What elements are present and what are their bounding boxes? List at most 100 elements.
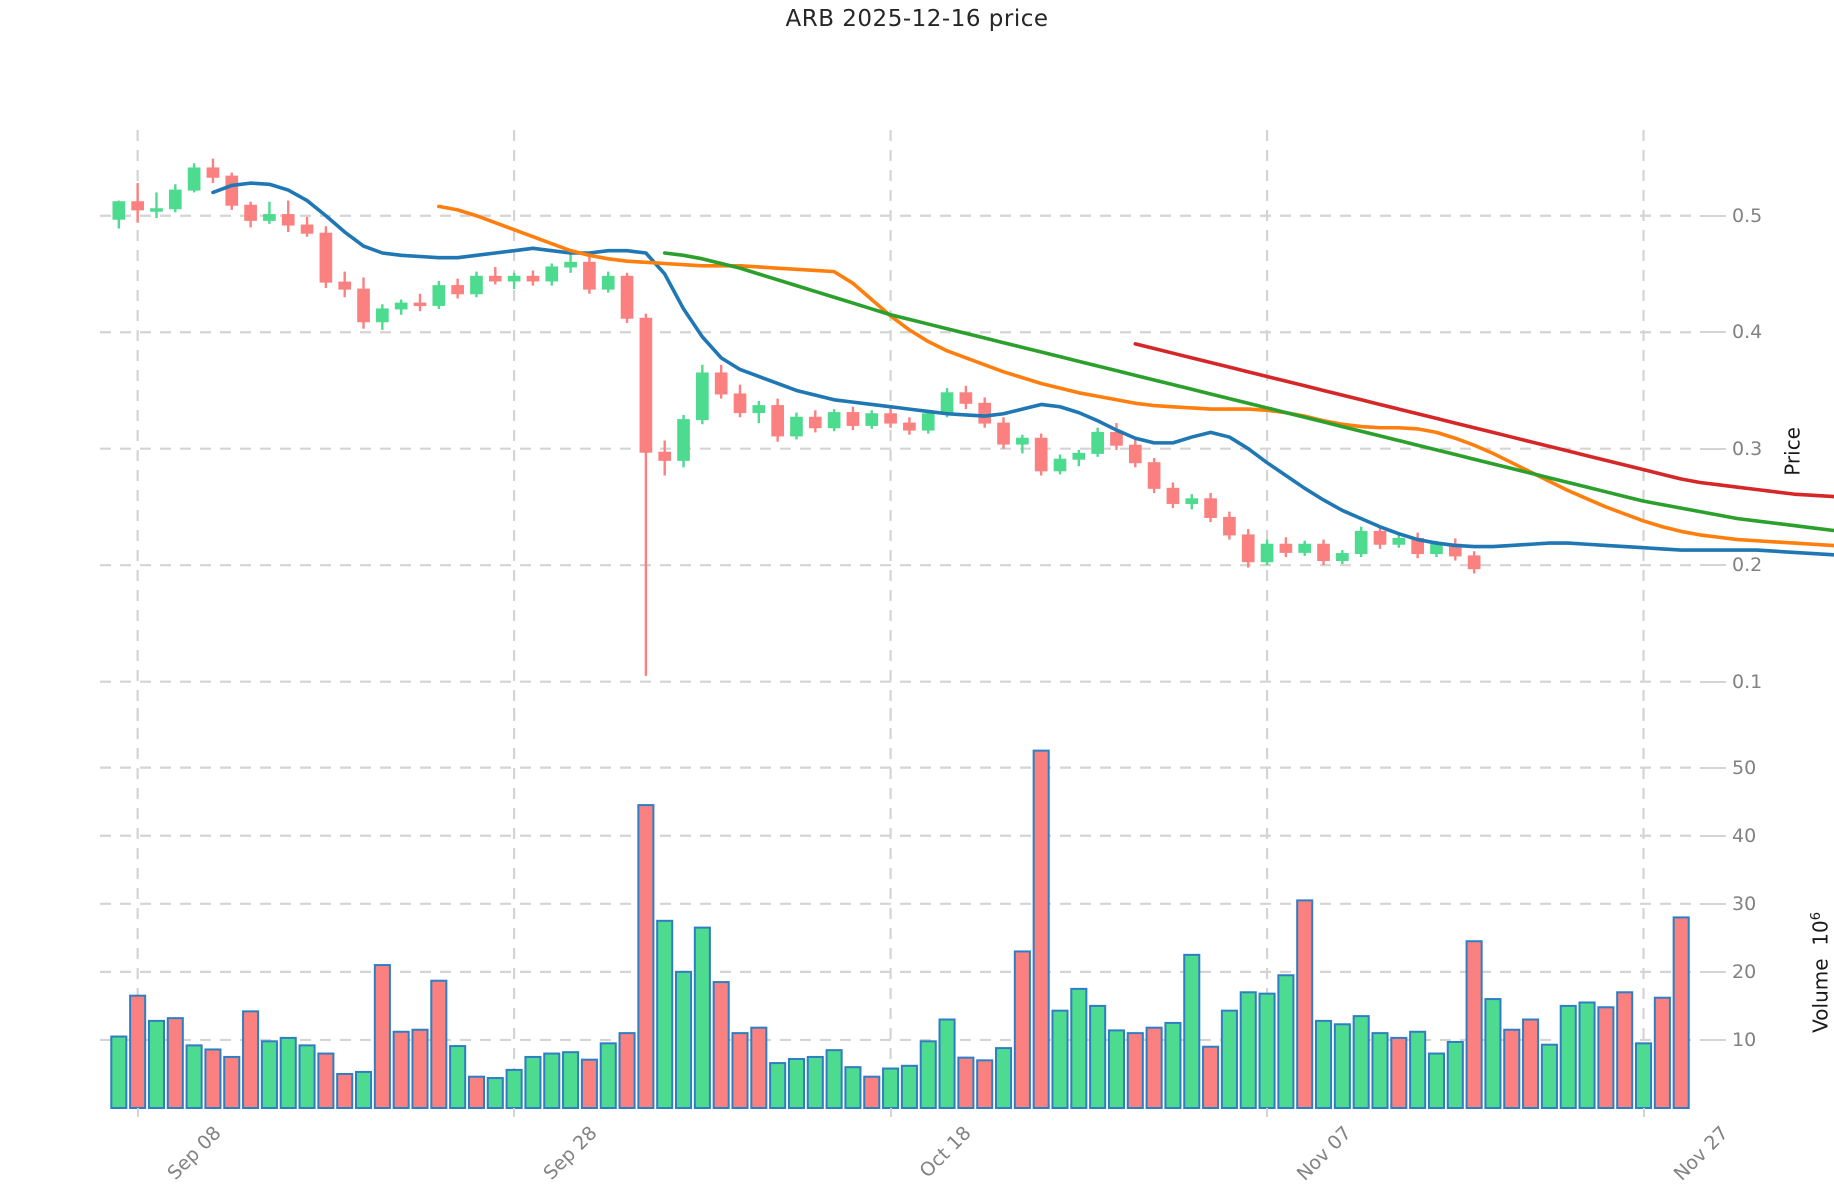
volume-bar bbox=[599, 1042, 617, 1110]
volume-bar bbox=[656, 919, 674, 1109]
candle-body bbox=[263, 214, 276, 221]
candle-body bbox=[771, 405, 784, 437]
volume-bar bbox=[204, 1048, 222, 1110]
candle-body bbox=[1392, 537, 1406, 545]
volume-bar bbox=[580, 1058, 598, 1109]
candle-body bbox=[488, 275, 502, 282]
volume-bar bbox=[524, 1055, 542, 1109]
volume-bar bbox=[637, 804, 655, 1110]
candle-body bbox=[376, 308, 389, 323]
price-tick-mark bbox=[1700, 447, 1726, 450]
volume-bar bbox=[1672, 916, 1690, 1109]
volume-bar bbox=[1277, 974, 1295, 1109]
volume-bar bbox=[1315, 1019, 1333, 1109]
volume-bar bbox=[1220, 1009, 1238, 1109]
volume-series bbox=[110, 749, 1690, 1110]
candle-body bbox=[790, 416, 803, 437]
candle-body bbox=[319, 232, 333, 283]
candle-body bbox=[677, 419, 690, 461]
volume-bar bbox=[1333, 1023, 1351, 1109]
volume-bar bbox=[392, 1030, 410, 1110]
candle-body bbox=[696, 372, 709, 421]
candle-body bbox=[394, 302, 408, 310]
candle-body bbox=[1072, 452, 1086, 460]
candle-body bbox=[978, 402, 992, 424]
volume-bar bbox=[1089, 1004, 1107, 1110]
volume-bar bbox=[1202, 1045, 1220, 1110]
volume-bar bbox=[449, 1045, 467, 1110]
volume-bar bbox=[1465, 940, 1483, 1109]
volume-bar bbox=[1540, 1043, 1558, 1109]
volume-axis-label: Volume 106 bbox=[1808, 912, 1832, 1033]
candle-body bbox=[225, 175, 239, 206]
volume-bar bbox=[1258, 992, 1276, 1110]
candle-body bbox=[997, 422, 1010, 445]
volume-tick-label: 20 bbox=[1732, 960, 1757, 983]
candle-body bbox=[733, 393, 747, 414]
volume-bar bbox=[1390, 1036, 1408, 1110]
price-tick-label: 0.2 bbox=[1732, 554, 1763, 577]
volume-bar bbox=[486, 1077, 504, 1110]
candle-body bbox=[601, 275, 615, 290]
candle-body bbox=[1354, 530, 1368, 555]
volume-bar bbox=[844, 1066, 862, 1110]
volume-bar bbox=[562, 1051, 580, 1110]
volume-tick-mark bbox=[1700, 902, 1726, 905]
candle-body bbox=[583, 261, 596, 290]
candle-body bbox=[1204, 498, 1217, 518]
volume-bar bbox=[938, 1018, 956, 1109]
volume-bar bbox=[1051, 1009, 1069, 1109]
volume-bar bbox=[1352, 1015, 1370, 1109]
candle-body bbox=[432, 285, 446, 306]
chart-title: ARB 2025-12-16 price bbox=[785, 6, 1049, 32]
candle-body bbox=[1016, 437, 1029, 445]
volume-bar bbox=[1013, 950, 1031, 1109]
volume-bar bbox=[1484, 998, 1502, 1109]
candle-body bbox=[1185, 498, 1199, 504]
candle-body bbox=[357, 288, 370, 323]
candle-body bbox=[1373, 530, 1387, 545]
candle-body bbox=[451, 285, 464, 295]
volume-bar bbox=[863, 1075, 881, 1109]
price-tick-mark bbox=[1700, 214, 1726, 217]
volume-bar bbox=[1409, 1030, 1427, 1110]
volume-tick-label: 30 bbox=[1732, 892, 1757, 915]
volume-plot-svg bbox=[100, 708, 1700, 1110]
candle-body bbox=[752, 405, 766, 414]
candle-body bbox=[545, 266, 559, 282]
moving-average-line-ma_mid bbox=[437, 204, 1834, 548]
candle-body bbox=[300, 224, 314, 234]
x-tick-mark bbox=[513, 1108, 516, 1117]
moving-average-line-ma_long bbox=[662, 251, 1834, 533]
volume-bar bbox=[769, 1062, 787, 1109]
volume-bar bbox=[1296, 899, 1314, 1109]
candle-body bbox=[244, 204, 257, 221]
volume-bar bbox=[147, 1019, 166, 1109]
volume-bar bbox=[957, 1056, 975, 1110]
candle-body bbox=[470, 275, 483, 295]
candle-body bbox=[1430, 543, 1443, 555]
candle-body bbox=[168, 189, 182, 210]
volume-bar bbox=[505, 1068, 523, 1110]
price-axis-label: Price bbox=[1780, 427, 1805, 476]
volume-vertical-gridlines bbox=[136, 708, 1645, 1108]
candle-body bbox=[1034, 437, 1048, 472]
volume-bar bbox=[825, 1049, 843, 1109]
x-tick-label: Sep 28 bbox=[539, 1122, 602, 1185]
candle-body bbox=[413, 302, 427, 307]
volume-bar bbox=[185, 1044, 203, 1109]
volume-bar bbox=[1239, 991, 1257, 1109]
volume-bar bbox=[260, 1040, 278, 1109]
moving-average-series bbox=[211, 181, 1834, 557]
candle-body bbox=[206, 167, 220, 178]
volume-bar bbox=[336, 1072, 354, 1109]
candle-body bbox=[281, 214, 295, 226]
volume-bar bbox=[1653, 996, 1671, 1109]
volume-bar bbox=[1145, 1026, 1163, 1109]
x-tick-mark bbox=[136, 1108, 139, 1117]
candle-body bbox=[526, 275, 540, 282]
volume-bar bbox=[1107, 1029, 1125, 1109]
candle-body bbox=[903, 422, 916, 431]
price-tick-mark bbox=[1700, 331, 1726, 334]
volume-bar bbox=[1164, 1021, 1182, 1110]
